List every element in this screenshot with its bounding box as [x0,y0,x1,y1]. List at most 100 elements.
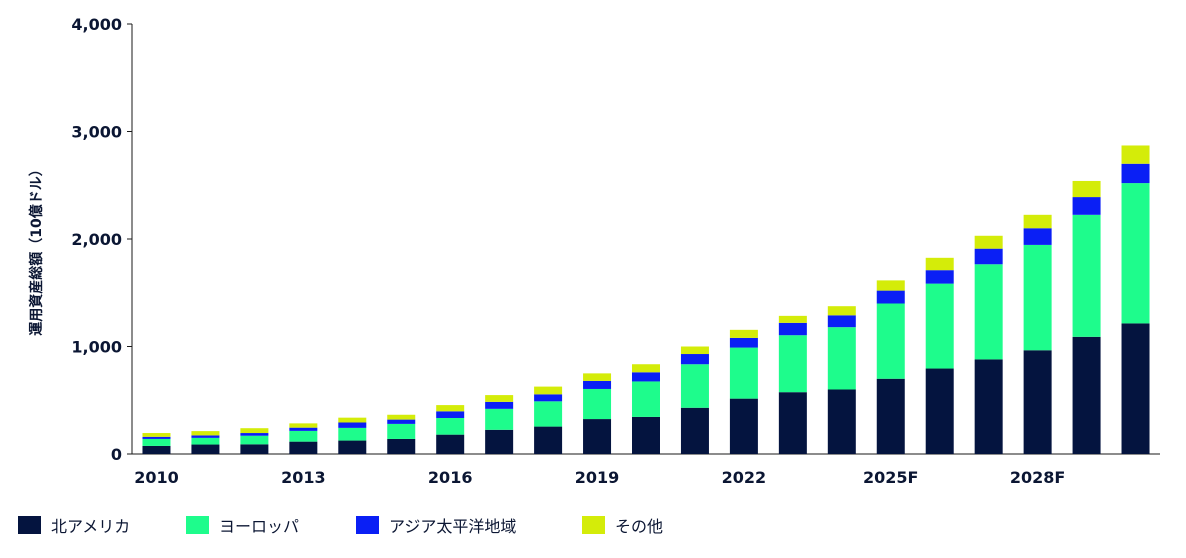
x-tick-label: 2019 [575,468,620,487]
bar-segment [436,417,465,435]
bar-segment [436,405,465,412]
bar-segment [1121,145,1150,164]
bar-segment [338,427,367,441]
bar-segment [827,327,856,390]
x-tick-label: 2010 [134,468,179,487]
bar-segment [876,378,905,454]
bar-segment [240,444,269,454]
bar-segment [1121,183,1150,324]
legend-swatch [18,516,41,534]
bar-segment [534,401,563,427]
legend-swatch [186,516,209,534]
bar-segment [485,395,514,402]
bar-segment [632,364,660,373]
bar-segment [240,435,269,445]
bar-segment [142,436,171,439]
bar-segment [387,419,416,424]
bar-segment [876,280,905,291]
bar-segment [778,322,807,336]
bar-segment [925,257,954,271]
y-tick-label: 2,000 [71,230,122,249]
legend-label: ヨーロッパ [219,517,299,536]
bar-segment [778,392,807,454]
legend-swatch [356,516,379,534]
y-tick-label: 0 [111,445,122,464]
bar-segment [1023,350,1052,454]
x-tick-label: 2028F [1010,468,1065,487]
bar-segment [191,437,220,445]
bars [142,145,1150,454]
bar-segment [583,419,612,454]
bar-segment [1023,228,1052,245]
bar-segment [974,359,1003,454]
bar-segment [534,426,563,454]
x-tick-label: 2013 [281,468,326,487]
bar-segment [583,388,612,420]
bar-segment [1072,336,1101,454]
x-tick-label: 2025F [863,468,918,487]
bar-segment [387,423,416,439]
bar-segment [729,337,758,348]
bar-segment [680,407,709,454]
bar-segment [338,417,367,423]
bar-segment [240,428,269,434]
bar-segment [632,372,660,382]
x-tick-label: 2016 [428,468,473,487]
bar-segment [1023,244,1052,351]
bar-segment [680,346,709,355]
bar-segment [974,264,1003,360]
bar-segment [485,408,514,430]
bar-segment [240,433,269,436]
bar-segment [387,414,416,420]
bar-segment [191,444,220,454]
bar-segment [925,368,954,454]
bar-segment [1072,214,1101,337]
bar-segment [778,335,807,393]
bar-segment [436,434,465,454]
bar-segment [876,303,905,379]
bar-segment [534,386,563,395]
bar-segment [778,315,807,323]
y-axis-title: 運用資産総額（10億ドル） [28,162,45,335]
bar-segment [191,435,220,438]
bar-segment [191,431,220,436]
bar-segment [534,394,563,402]
bar-segment [632,381,660,417]
bar-segment [289,441,318,454]
bar-segment [974,235,1003,249]
x-tick-label: 2022 [722,468,767,487]
bar-segment [485,429,514,454]
legend-label: アジア太平洋地域 [389,517,516,536]
bar-segment [289,430,318,442]
bar-segment [1121,323,1150,454]
bar-segment [338,422,367,428]
bar-segment [925,270,954,284]
bar-segment [827,315,856,328]
legend: 北アメリカ ヨーロッパ アジア太平洋地域 その他 [18,516,663,536]
bar-segment [289,427,318,431]
labels: 0 1,000 2,000 3,000 4,000 運用資産総額（10億ドル） 2010 20… [28,15,1065,487]
bar-segment [1072,180,1101,198]
legend-label: 北アメリカ [51,517,130,536]
bar-segment [876,290,905,304]
bar-segment [729,329,758,338]
bar-segment [827,306,856,316]
bar-segment [974,248,1003,265]
bar-segment [925,283,954,369]
bar-segment [289,423,318,428]
bar-segment [680,364,709,408]
bar-segment [485,401,514,409]
bar-segment [827,389,856,454]
bar-segment [436,411,465,418]
bar-segment [1023,214,1052,229]
bar-segment [142,433,171,437]
y-tick-label: 4,000 [71,15,122,34]
bar-segment [729,347,758,399]
bar-segment [1072,197,1101,215]
bar-segment [583,373,612,381]
bar-segment [632,416,660,454]
legend-label: その他 [615,517,663,536]
bar-segment [680,354,709,365]
